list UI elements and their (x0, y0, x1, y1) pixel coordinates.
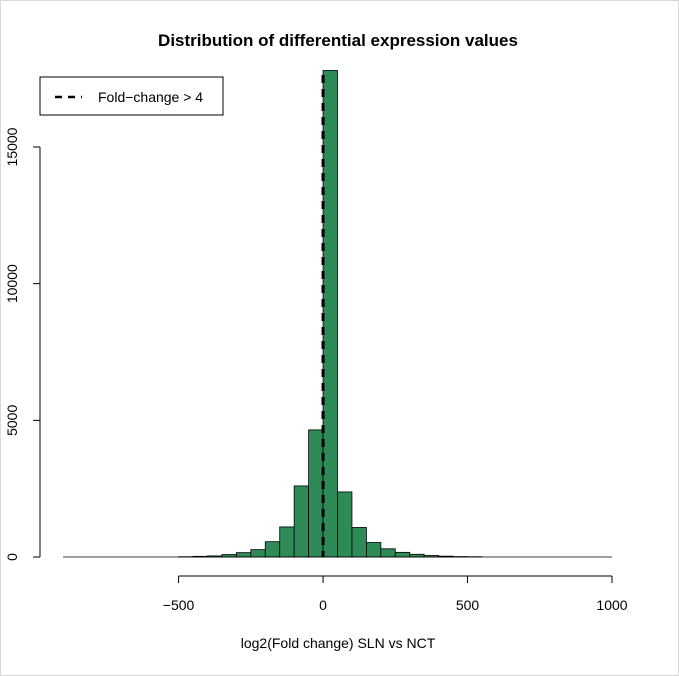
legend: Fold−change > 4 (39, 76, 224, 116)
x-tick-label: 1000 (596, 597, 627, 613)
histogram-bar (279, 526, 295, 558)
histogram-bar (380, 548, 396, 558)
y-tick-label: 0 (4, 553, 20, 561)
x-tick-label: 500 (456, 597, 480, 613)
histogram-bar (322, 70, 338, 558)
chart-title: Distribution of differential expression … (158, 31, 518, 50)
legend-label-fold-change: Fold−change > 4 (98, 89, 203, 105)
histogram-bar (409, 553, 425, 558)
histogram-bar (351, 527, 367, 558)
histogram-bar (308, 429, 324, 558)
y-axis: 0 5000 10000 15000 (4, 127, 41, 561)
histogram-bar (337, 491, 353, 558)
y-tick-label: 5000 (4, 405, 20, 436)
histogram-bar (235, 552, 252, 558)
x-tick-label: 0 (319, 597, 327, 613)
histogram-bar (250, 549, 266, 558)
x-axis: −500 0 500 1000 (163, 575, 628, 613)
histogram-bars (178, 70, 483, 558)
histogram-bar (293, 485, 310, 558)
y-tick-label: 10000 (4, 264, 20, 303)
y-tick-label: 15000 (4, 127, 20, 166)
histogram-bar (264, 541, 281, 558)
x-tick-label: −500 (163, 597, 195, 613)
histogram-bar (365, 542, 382, 558)
histogram-bar (394, 551, 411, 558)
x-axis-label: log2(Fold change) SLN vs NCT (241, 635, 436, 651)
